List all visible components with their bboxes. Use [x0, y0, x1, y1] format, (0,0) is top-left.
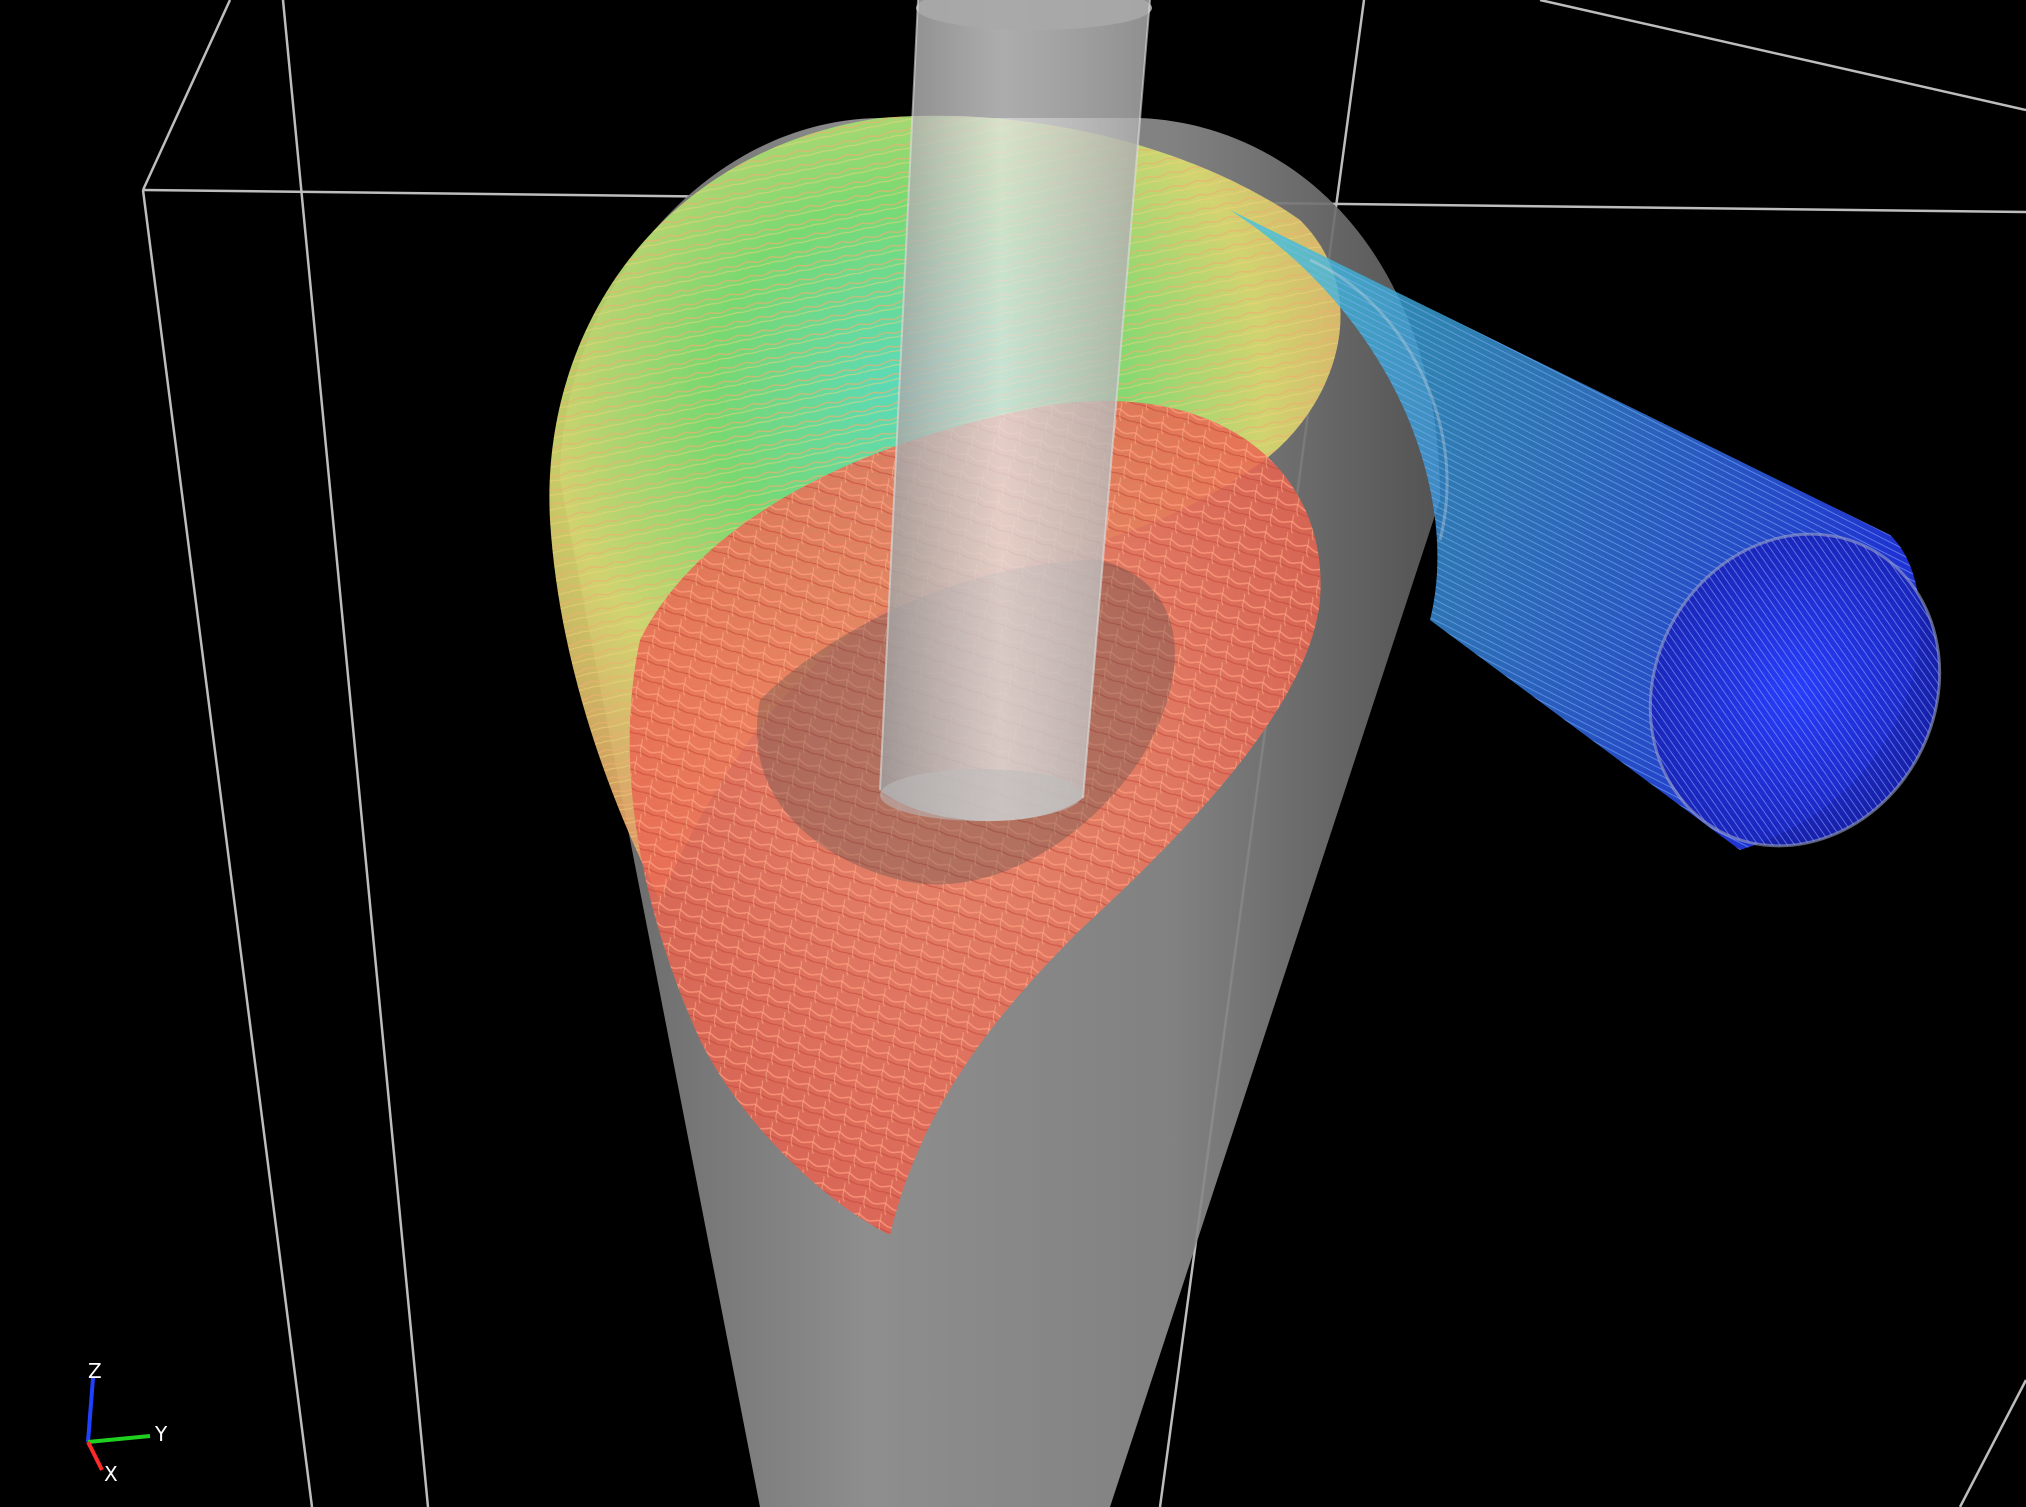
x-axis-line: [86, 1441, 104, 1471]
vortex-finder: [879, 0, 1152, 822]
y-axis-line: [87, 1434, 151, 1444]
z-axis-line: [86, 1377, 95, 1443]
x-axis-label: X: [104, 1462, 118, 1486]
axes-triad: Z Y X: [86, 1359, 168, 1486]
y-axis-label: Y: [154, 1422, 168, 1446]
inlet-pipe: [1230, 210, 1942, 850]
z-axis-label: Z: [88, 1359, 102, 1383]
